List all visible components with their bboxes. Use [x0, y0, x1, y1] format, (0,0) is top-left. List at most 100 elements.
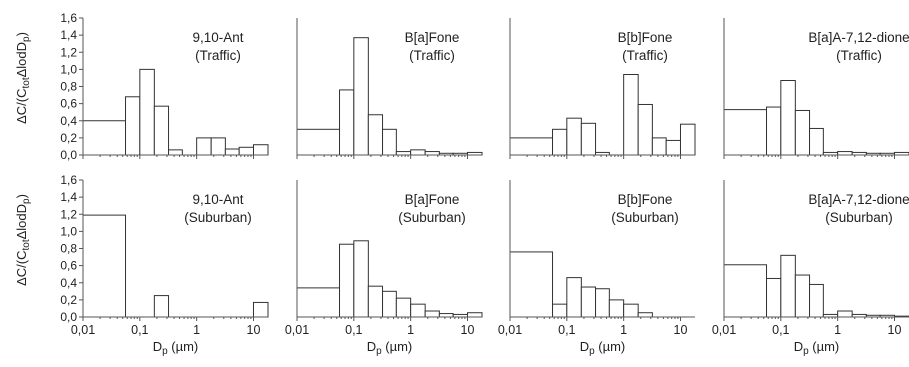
x-tick-label: 1: [193, 323, 200, 337]
y-tick-label: 1,4: [60, 190, 77, 204]
x-tick-label: 10: [461, 323, 475, 337]
y-title-bottom-part-c: ): [14, 194, 29, 198]
panel-compound-label: B[a]Fone: [405, 30, 460, 45]
x-title-part-b: (µm): [382, 339, 413, 354]
svg-text:ΔC/(CtotΔlodDp): ΔC/(CtotΔlodDp): [14, 32, 32, 124]
panel-site-label: (Suburban): [184, 210, 252, 225]
histogram-bar: [809, 283, 824, 318]
histogram-bar: [780, 254, 796, 318]
histogram-bar: [552, 303, 568, 318]
x-axis-title: Dp (µm): [153, 339, 199, 357]
panel-site-label: (Suburban): [825, 210, 893, 225]
histogram-bar: [424, 310, 440, 318]
panel-traffic-0: 0,0 0,2 0,4 0,6 0,8 1,0 1,2 1,4 1,6 9,10-Ant (Traf…: [60, 11, 269, 162]
histogram-bar: [766, 106, 782, 156]
x-tick-label: 0,01: [712, 323, 736, 337]
x-title-sub: p: [162, 346, 168, 357]
histogram-bar: [82, 120, 127, 156]
histogram-bar: [339, 243, 355, 318]
y-tick-label: 1,0: [60, 62, 77, 76]
x-tick-label: 10: [247, 323, 261, 337]
x-axis-title: Dp (µm): [794, 339, 840, 357]
histogram-bar: [353, 37, 369, 156]
histogram-bar: [395, 297, 412, 318]
x-title-sub: p: [589, 346, 595, 357]
y-title-bottom-sub-b: p: [21, 198, 32, 204]
histogram-bar: [296, 287, 341, 318]
panel-compound-label: B[b]Fone: [618, 30, 673, 45]
y-title-bottom-part-b: ΔlodD: [14, 204, 29, 239]
histogram-bar: [395, 151, 412, 156]
x-tick-label: 0,1: [558, 323, 575, 337]
y-tick-label: 1,2: [60, 45, 77, 59]
x-title-part-a: D: [367, 339, 376, 354]
histogram-bar: [794, 109, 811, 156]
histogram-bar: [679, 123, 696, 156]
histogram-bar: [125, 96, 141, 156]
y-tick-label: 0,2: [60, 131, 77, 145]
y-tick-label: 1,0: [60, 224, 77, 238]
x-tick-label: 1: [407, 323, 414, 337]
y-tick-label: 0,0: [60, 148, 77, 162]
histogram-bar: [466, 312, 483, 318]
histogram-bar: [509, 137, 554, 156]
histogram-bar: [651, 137, 667, 156]
histogram-bar: [139, 68, 155, 156]
y-tick-label: 0,8: [60, 80, 77, 94]
x-title-part-a: D: [580, 339, 589, 354]
x-tick-label: 0,01: [71, 323, 95, 337]
y-axis-title-bottom: ΔC/(CtotΔlodDp): [14, 194, 32, 286]
x-title-part-b: (µm): [809, 339, 840, 354]
svg-text:ΔC/(CtotΔlodDp): ΔC/(CtotΔlodDp): [14, 194, 32, 286]
y-title-top-sub-a: tot: [21, 77, 32, 88]
y-title-top-sub-b: p: [21, 36, 32, 42]
x-axis-title: Dp (µm): [580, 339, 626, 357]
histogram-bar: [723, 109, 768, 156]
histogram-bar: [438, 313, 454, 318]
panel-traffic-1: B[a]Fone (Traffic): [296, 18, 483, 159]
x-axis-title: Dp (µm): [367, 339, 413, 357]
panel-suburban-1: 0,01 0,1 1 10 B[a]Fone (Suburban) Dp (µm): [285, 180, 483, 357]
histogram-bar: [252, 144, 269, 156]
histogram-bar: [509, 251, 554, 318]
histogram-bar: [410, 149, 426, 156]
histogram-bar: [623, 74, 639, 156]
y-tick-label: 1,2: [60, 207, 77, 221]
histogram-bar: [168, 149, 183, 156]
panel-compound-label: 9,10-Ant: [193, 30, 244, 45]
x-tick-label: 0,1: [345, 323, 362, 337]
x-title-sub: p: [376, 346, 382, 357]
histogram-bar: [367, 114, 384, 156]
histogram-bar: [637, 312, 653, 318]
histogram-bar: [153, 295, 170, 318]
x-tick-label: 0,01: [285, 323, 309, 337]
histogram-bar: [566, 117, 582, 156]
y-title-bottom-part-a: ΔC/(C: [14, 251, 29, 286]
y-title-top-part-c: ): [14, 32, 29, 36]
y-tick-label: 0,2: [60, 293, 77, 307]
panel-site-label: (Traffic): [409, 48, 455, 63]
panel-site-label: (Traffic): [836, 48, 882, 63]
x-tick-label: 0,01: [498, 323, 522, 337]
panel-compound-label: 9,10-Ant: [193, 192, 244, 207]
panels: 0,0 0,2 0,4 0,6 0,8 1,0 1,2 1,4 1,6 9,10-Ant (Traf…: [60, 11, 909, 357]
histogram-bar: [410, 303, 426, 318]
y-title-top-part-a: ΔC/(C: [14, 89, 29, 124]
panel-suburban-0: 0,0 0,2 0,4 0,6 0,8 1,0 1,2 1,4 1,6 0,01 0,1 1 10 9,1…: [60, 173, 269, 357]
histogram-bar: [353, 240, 369, 318]
histogram-bar: [382, 128, 397, 156]
panel-site-label: (Traffic): [622, 48, 668, 63]
x-tick-label: 1: [620, 323, 627, 337]
y-tick-label: 0,8: [60, 242, 77, 256]
histogram-bar: [608, 299, 625, 318]
x-tick-label: 10: [888, 323, 902, 337]
histogram-bar: [723, 264, 768, 318]
histogram-bar: [580, 122, 597, 156]
histogram-bar: [766, 277, 782, 318]
histogram-bar: [665, 139, 681, 156]
histogram-bar: [339, 89, 355, 156]
y-tick-label: 0,6: [60, 97, 77, 111]
y-tick-label: 1,4: [60, 28, 77, 42]
histogram-bar: [623, 303, 639, 318]
